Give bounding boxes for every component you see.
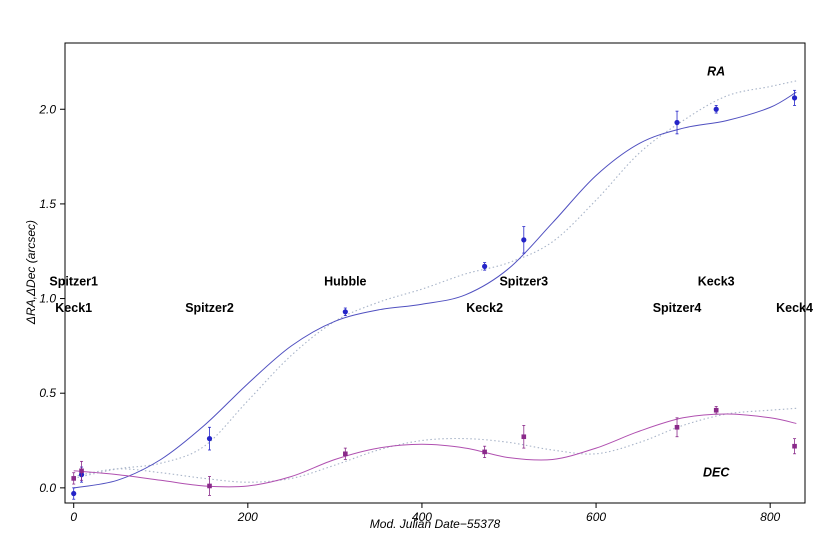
y-tick-label: 1.0 [39,292,56,306]
x-axis-title: Mod. Julian Date−55378 [370,517,501,531]
dec-data-point [792,443,797,449]
ra-data-point [791,95,798,101]
y-tick-label: 0.5 [39,386,56,400]
y-tick-label: 1.5 [39,197,56,211]
dec-data-point [482,449,487,455]
y-tick-label: 2.0 [38,102,56,116]
dec-data-point [343,451,348,457]
ra-alt-fit-curve [73,80,797,479]
observation-label-keck2: Keck2 [466,301,503,315]
dec-data-point [79,468,84,474]
y-axis-title: ΔRA,ΔDec (arcsec) [24,220,38,325]
data-points [71,89,798,500]
ra-fit-curve [73,91,797,489]
ra-data-point [713,106,719,112]
x-tick-label: 600 [586,510,606,524]
observation-label-spitzer1: Spitzer1 [49,275,98,289]
observation-label-spitzer2: Spitzer2 [185,301,234,315]
observation-label-spitzer3: Spitzer3 [499,275,548,289]
dec-alt-fit-curve [73,407,797,483]
plot-frame [64,42,806,504]
dec-data-point [521,434,527,440]
fit-curves [73,91,797,489]
y-tick-label: 0.0 [39,481,56,495]
ra-data-point [71,490,77,497]
observation-label-keck3: Keck3 [698,275,735,289]
ra-data-point [674,119,680,126]
dec-data-point [674,424,680,430]
ra-data-point [521,237,527,243]
x-tick-label: 200 [237,510,258,524]
observation-label-keck4: Keck4 [776,301,813,315]
series-label-dec: DEC [703,466,730,480]
ra-data-point [482,263,488,269]
observation-label-keck1: Keck1 [55,301,92,315]
x-tick-label: 400 [412,510,432,524]
observation-label-spitzer4: Spitzer4 [653,301,702,315]
dec-data-point [71,476,77,481]
ra-data-point [206,436,213,442]
dec-data-point [713,407,719,413]
annotations: Spitzer1 Keck1 Spitzer2 Hubble Keck2 Spitzer3… [49,64,813,479]
dec-fit-curve [73,413,797,488]
observation-label-hubble: Hubble [324,275,366,289]
ra-data-point [342,309,348,315]
series-label-ra: RA [707,64,725,78]
alternate-fit-curves [73,80,797,483]
dec-data-point [207,483,212,489]
x-tick-label: 0 [70,510,77,524]
axis-ticks: 0 200 400 600 800 0.0 0.5 1.0 1.5 2.0 [38,102,780,524]
x-tick-label: 800 [760,510,780,524]
